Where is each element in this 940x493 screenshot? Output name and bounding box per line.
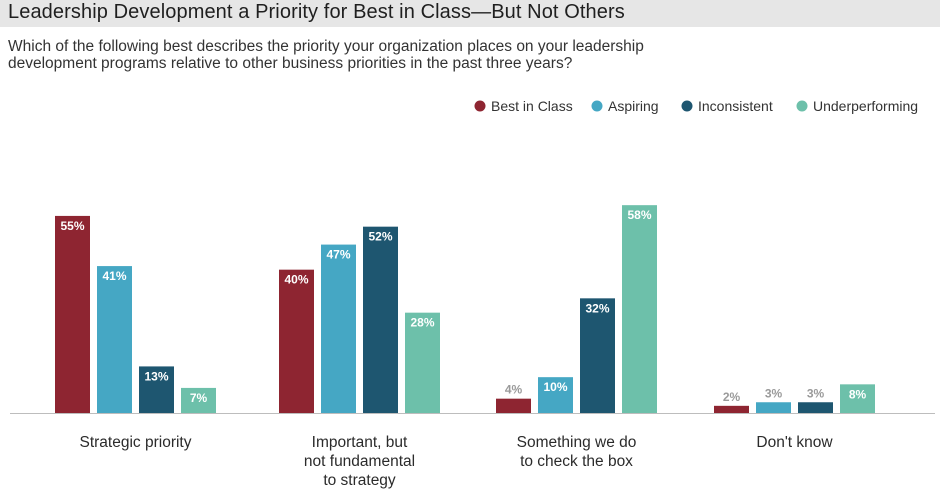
bar-aspiring [97,266,132,413]
data-label: 58% [627,208,651,222]
data-label: 32% [585,301,609,315]
category-label: Don't know [756,434,833,451]
data-label: 52% [368,230,392,244]
data-label: 13% [144,369,168,383]
legend-marker [681,100,693,112]
bar-underperforming [840,384,875,413]
chart-title: Leadership Development a Priority for Be… [8,1,625,23]
bar-inconsistent [363,226,398,413]
bar-best-in-class [714,405,749,413]
bar-aspiring [756,402,791,413]
legend-marker [474,100,486,112]
category-label: to strategy [323,472,396,489]
legend-label: Aspiring [608,98,659,114]
category-label: to check the box [520,453,633,470]
bar-underperforming [622,205,657,413]
category-label: Important, but [312,434,408,451]
legend-label: Best in Class [491,98,573,114]
subtitle-line-1: Which of the following best describes th… [8,38,644,55]
bar-inconsistent [798,402,833,413]
category-label: Something we do [517,434,637,451]
data-label: 2% [723,390,741,404]
legend-label: Underperforming [813,98,918,114]
legend-marker [796,100,808,112]
chart-subtitle: Which of the following best describes th… [8,38,908,72]
bar-best-in-class [279,269,314,413]
data-label: 8% [849,387,867,401]
data-label: 28% [410,316,434,330]
bar-inconsistent [580,298,615,413]
bar-best-in-class [55,215,90,413]
bar-inconsistent [139,366,174,413]
category-label: Strategic priority [80,434,192,451]
bar-aspiring [538,377,573,413]
bar-underperforming [405,312,440,413]
data-label: 41% [102,269,126,283]
legend-label: Inconsistent [698,98,773,114]
category-label: not fundamental [304,453,415,470]
bar-aspiring [321,244,356,413]
subtitle-line-2: development programs relative to other b… [8,55,573,72]
data-label: 55% [60,219,84,233]
data-label: 10% [543,380,567,394]
data-label: 7% [190,391,208,405]
legend-marker [591,100,603,112]
data-label: 4% [505,383,523,397]
bar-best-in-class [496,398,531,413]
data-label: 3% [807,386,825,400]
data-label: 47% [326,248,350,262]
data-label: 40% [284,273,308,287]
title-bar [0,0,940,27]
bar-underperforming [181,387,216,413]
data-label: 3% [765,386,783,400]
